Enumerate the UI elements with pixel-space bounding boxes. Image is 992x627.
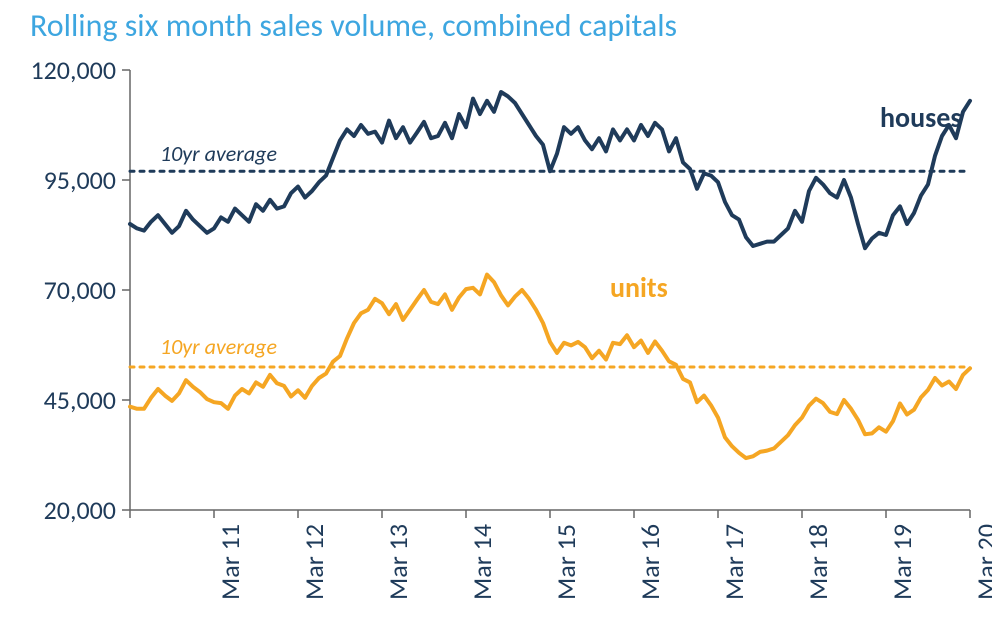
- x-tick-label: Mar 16: [634, 524, 666, 600]
- x-tick-label: Mar 20: [970, 524, 992, 600]
- x-tick-label: Mar 15: [550, 524, 582, 600]
- y-tick-label: 20,000: [0, 494, 116, 526]
- y-tick-label: 45,000: [0, 384, 116, 416]
- y-tick-label: 70,000: [0, 274, 116, 306]
- units-series-label: units: [610, 270, 668, 305]
- x-tick-label: Mar 14: [466, 524, 498, 600]
- x-tick-label: Mar 18: [802, 524, 834, 600]
- units-avg-label: 10yr average: [160, 333, 277, 360]
- houses-series-label: houses: [880, 100, 962, 135]
- x-tick-label: Mar 12: [298, 524, 330, 600]
- houses-avg-label: 10yr average: [160, 140, 277, 167]
- x-tick-label: Mar 17: [718, 524, 750, 600]
- y-tick-label: 95,000: [0, 164, 116, 196]
- y-tick-label: 120,000: [0, 54, 116, 86]
- x-tick-label: Mar 19: [886, 524, 918, 600]
- x-tick-label: Mar 11: [214, 524, 246, 600]
- x-tick-label: Mar 13: [382, 524, 414, 600]
- chart-container: Rolling six month sales volume, combined…: [0, 0, 992, 627]
